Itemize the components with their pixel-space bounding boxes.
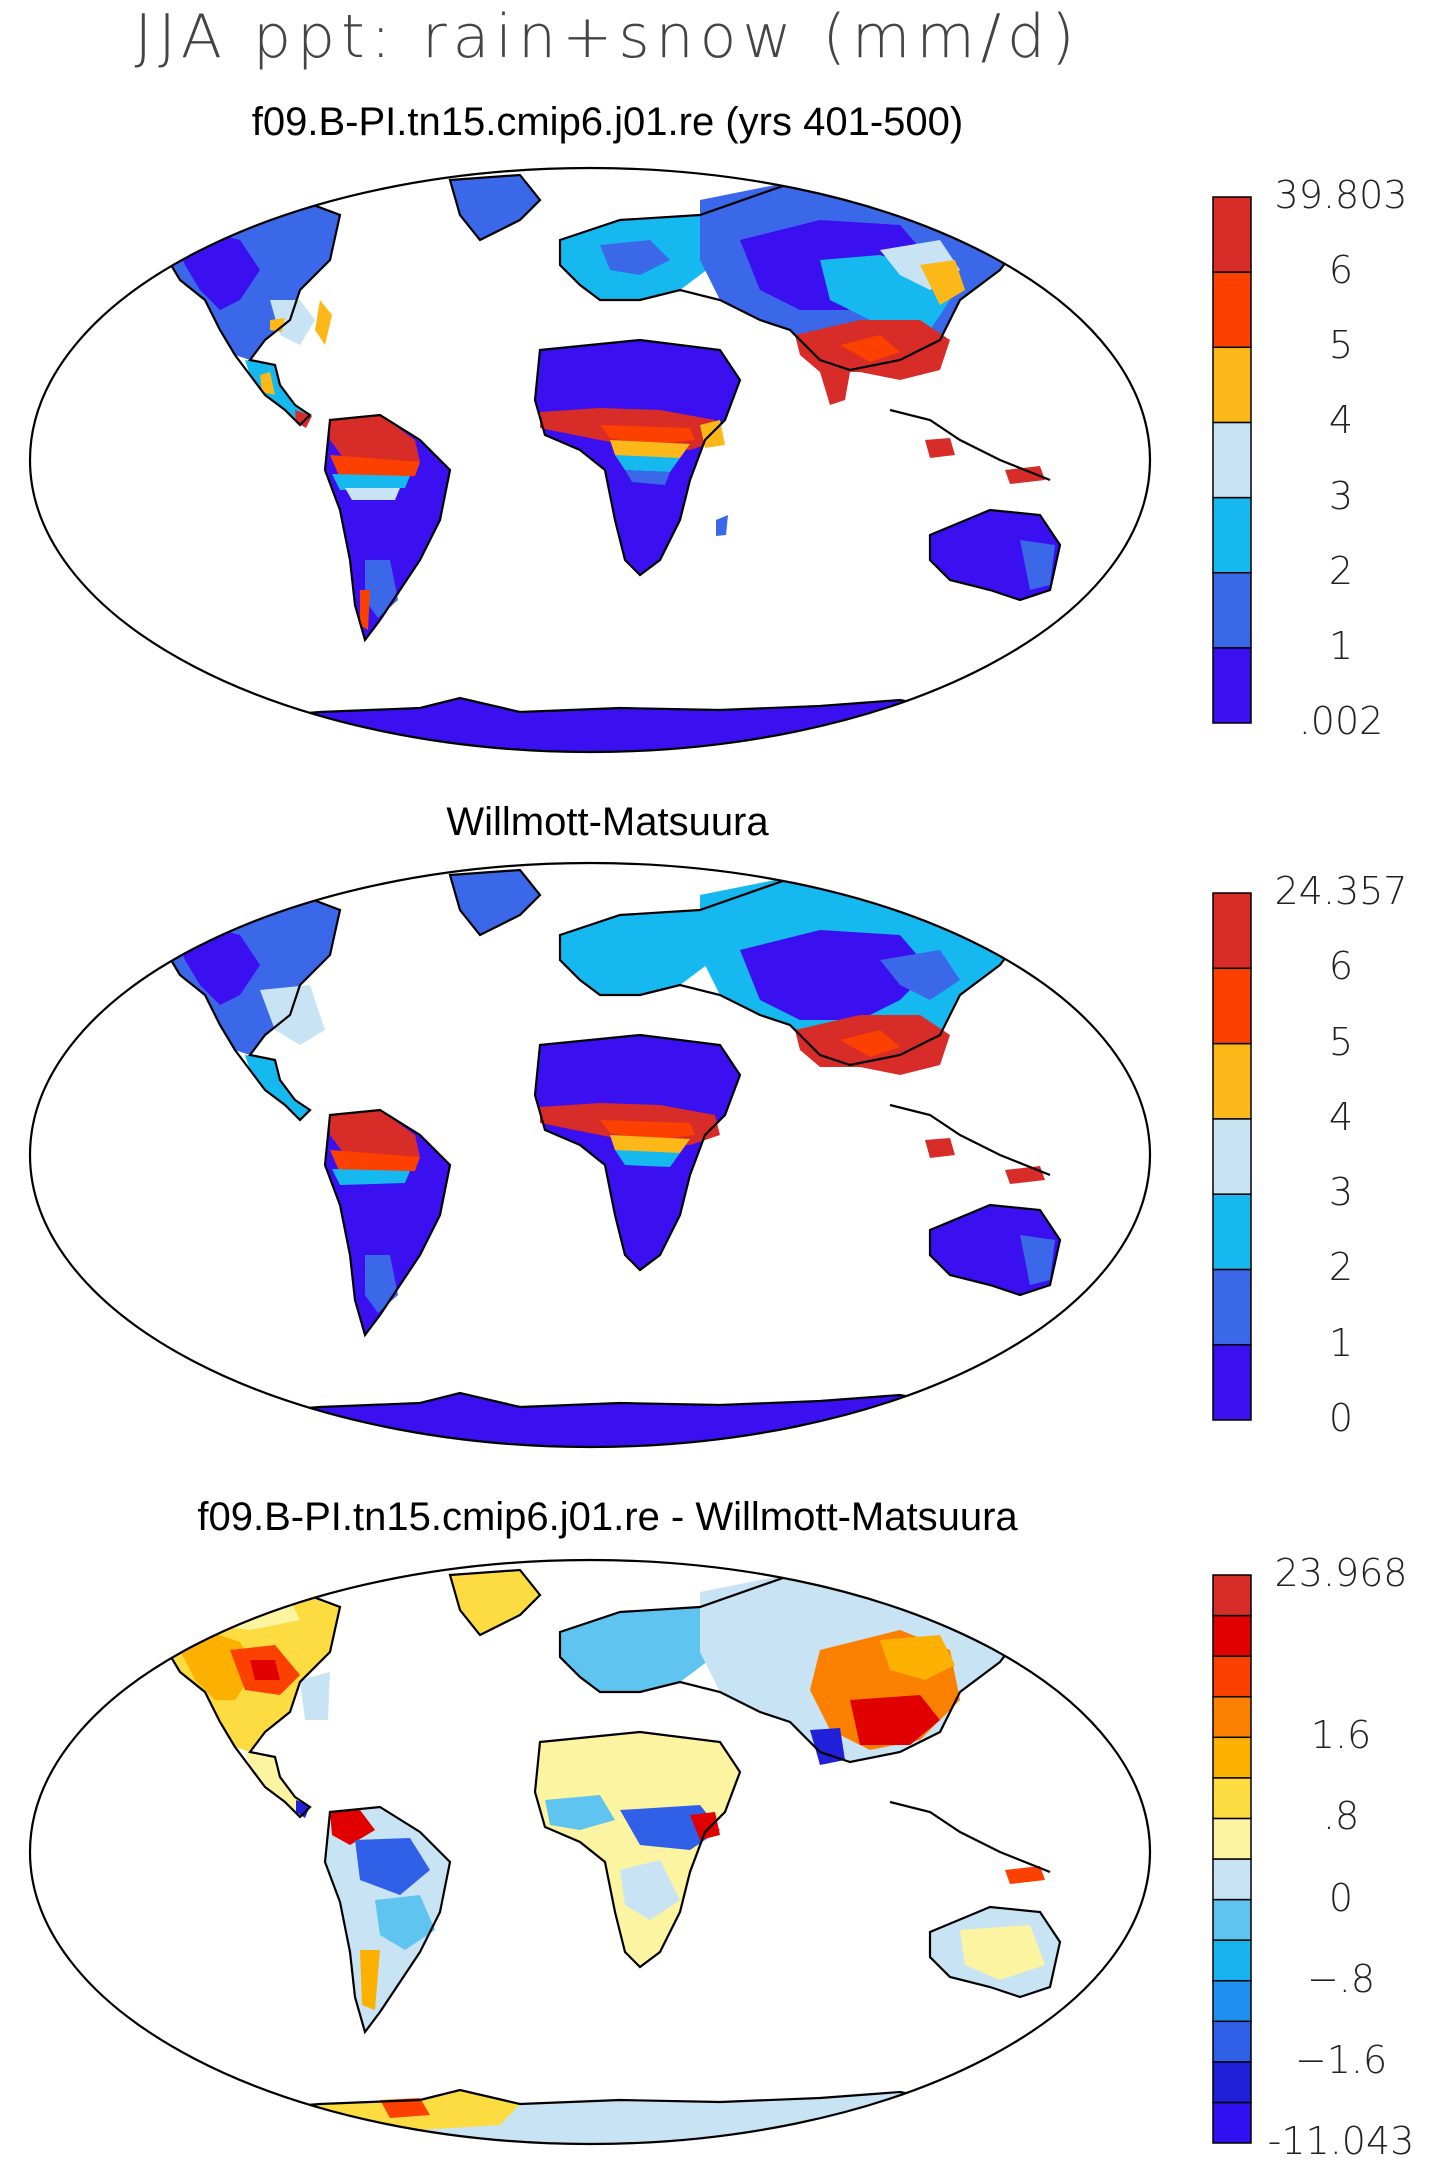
- panel-2-title: Willmott-Matsuura: [446, 800, 769, 844]
- colorbar-2-swatch: [1212, 1268, 1252, 1346]
- colorbar-2-tick-label: 5: [1328, 1019, 1354, 1064]
- panel-2-precip-fields: [150, 865, 1060, 1447]
- colorbar-3-swatch: [1212, 1939, 1252, 1982]
- colorbar-1-tick-label: 2: [1328, 548, 1354, 593]
- colorbar-3-swatch: [1212, 2061, 1252, 2104]
- panel-1-globe-outline: [28, 166, 1152, 754]
- colorbar-1-swatch: [1212, 647, 1252, 724]
- colorbar-2-tick-label: 4: [1328, 1094, 1354, 1139]
- colorbar-3-swatch: [1212, 1777, 1252, 1820]
- colorbar-1-swatch: [1212, 196, 1252, 273]
- colorbar-1-swatch: [1212, 496, 1252, 574]
- colorbar-3-swatch: [1212, 2101, 1252, 2144]
- colorbar-2-swatch: [1212, 1042, 1252, 1120]
- colorbar-1-swatch: [1212, 421, 1252, 499]
- panel-1-title: f09.B-PI.tn15.cmip6.j01.re (yrs 401-500): [251, 100, 964, 144]
- colorbar-3-tick-label: 23.968: [1274, 1551, 1408, 1595]
- colorbar-3-swatch: [1212, 1817, 1252, 1860]
- colorbar-1-tick-label: 3: [1328, 473, 1354, 518]
- figure-title: JJA ppt: rain+snow (mm/d): [134, 2, 1081, 72]
- colorbar-3-tick-label: -11.043: [1267, 2119, 1415, 2163]
- colorbar-3-swatch: [1212, 1695, 1252, 1739]
- colorbar-3-swatch: [1212, 1655, 1252, 1698]
- colorbar-1-tick-label: 5: [1328, 323, 1354, 368]
- colorbar-3-swatch: [1212, 1614, 1252, 1657]
- colorbar-1-swatch: [1212, 346, 1252, 424]
- colorbar-3-swatch: [1212, 1858, 1252, 1901]
- colorbar-3-swatch: [1212, 1736, 1252, 1779]
- panel-3-title: f09.B-PI.tn15.cmip6.j01.re - Willmott-Ma…: [197, 1495, 1018, 1539]
- colorbar-1-tick-label: .002: [1298, 699, 1384, 743]
- colorbar-3-tick-label: .8: [1322, 1794, 1360, 1839]
- colorbar-1-swatch: [1212, 271, 1252, 349]
- colorbar-1-tick-label: 4: [1328, 398, 1354, 443]
- colorbar-3-tick-label: 1.6: [1310, 1713, 1372, 1758]
- colorbar-3-tick-label: −1.6: [1294, 2037, 1388, 2082]
- colorbar-1-tick-label: 6: [1328, 248, 1354, 293]
- colorbar-2-swatch: [1212, 892, 1252, 970]
- colorbar-3-swatch: [1212, 1898, 1252, 1941]
- panel-2-globe-outline: [28, 861, 1152, 1449]
- colorbar-3-swatch: [1212, 1574, 1252, 1617]
- colorbar-3-tick-label: −.8: [1306, 1956, 1376, 2001]
- colorbar-2-tick-label: 6: [1328, 944, 1354, 989]
- colorbar-2-tick-label: 3: [1328, 1170, 1354, 1215]
- colorbar-2-tick-label: 1: [1328, 1320, 1354, 1365]
- colorbar-1-tick-label: 1: [1328, 623, 1354, 668]
- colorbar-1-tick-label: 39.803: [1274, 173, 1408, 217]
- colorbar-3-swatch: [1212, 2020, 1252, 2063]
- panel-3-globe-outline: [28, 1558, 1152, 2146]
- colorbar-2-tick-label: 24.357: [1274, 869, 1408, 913]
- colorbar-2-swatch: [1212, 1343, 1252, 1421]
- colorbar-2-swatch: [1212, 1193, 1252, 1271]
- colorbar-2-tick-label: 2: [1328, 1245, 1354, 1290]
- colorbar-2-tick-label: 0: [1328, 1396, 1354, 1440]
- colorbar-2-swatch: [1212, 1118, 1252, 1195]
- colorbar-3-tick-label: 0: [1328, 1875, 1354, 1920]
- colorbar-3-swatch: [1212, 1979, 1252, 2023]
- colorbar-1-swatch: [1212, 571, 1252, 649]
- colorbar-2-swatch: [1212, 967, 1252, 1045]
